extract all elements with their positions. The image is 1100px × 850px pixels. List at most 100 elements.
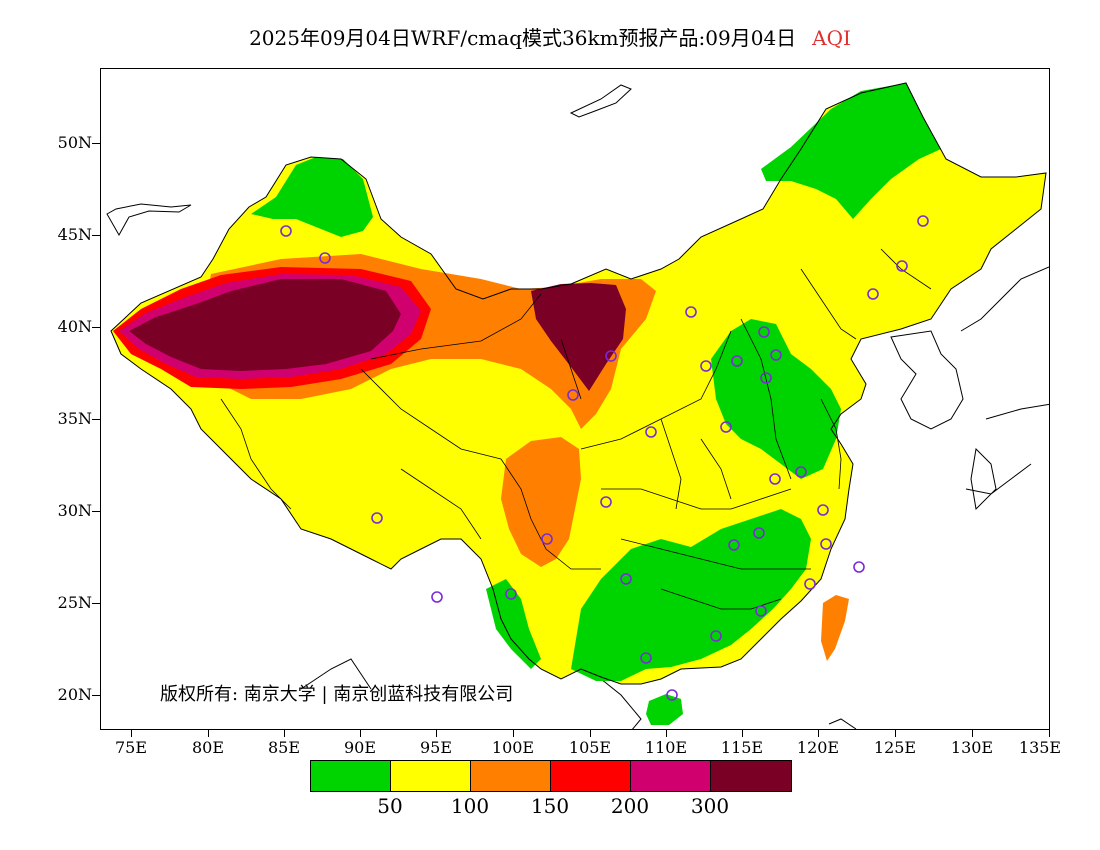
y-tick <box>92 143 100 144</box>
legend-label: 100 <box>450 794 490 818</box>
station-marker <box>620 573 632 585</box>
region-good-northeast <box>761 83 941 219</box>
x-tick-label: 75E <box>114 738 148 757</box>
x-tick-label: 85E <box>267 738 301 757</box>
station-marker <box>640 652 652 664</box>
japan-outline <box>965 403 1049 511</box>
station-marker <box>795 466 807 478</box>
station-marker <box>685 306 697 318</box>
station-marker <box>770 349 782 361</box>
station-marker <box>567 389 579 401</box>
y-tick-label: 35N <box>57 409 92 428</box>
station-marker <box>731 355 743 367</box>
legend-label: 150 <box>530 794 570 818</box>
x-tick-label: 80E <box>191 738 225 757</box>
station-marker <box>896 260 908 272</box>
legend-swatch-unhealthy-sensitive <box>471 761 551 791</box>
legend-swatch-moderate <box>391 761 471 791</box>
x-tick <box>590 730 591 737</box>
legend-label: 300 <box>690 794 730 818</box>
region-good-hainan <box>646 694 683 725</box>
coastline-layer <box>106 84 1049 729</box>
x-tick-label: 110E <box>644 738 688 757</box>
x-tick <box>895 730 896 737</box>
station-marker <box>431 591 443 603</box>
y-tick-label: 20N <box>57 685 92 704</box>
x-tick <box>131 730 132 737</box>
station-marker <box>666 689 678 701</box>
region-usg-sichuan <box>501 437 581 567</box>
x-tick-label: 120E <box>796 738 840 757</box>
x-tick <box>742 730 743 737</box>
station-marker <box>755 605 767 617</box>
title-text: 2025年09月04日WRF/cmaq模式36km预报产品:09月04日 <box>249 26 797 50</box>
x-tick <box>208 730 209 737</box>
northeast-coast-outline <box>960 266 1049 332</box>
legend-label: 50 <box>377 794 403 818</box>
legend-label: 200 <box>610 794 650 818</box>
station-marker <box>505 588 517 600</box>
x-tick <box>284 730 285 737</box>
map-title: 2025年09月04日WRF/cmaq模式36km预报产品:09月04日 AQI <box>0 22 1100 51</box>
y-tick-label: 30N <box>57 501 92 520</box>
korea-outline <box>890 330 964 430</box>
region-usg-taiwan <box>821 595 849 661</box>
x-tick <box>666 730 667 737</box>
x-tick-label: 100E <box>491 738 535 757</box>
y-tick <box>92 603 100 604</box>
x-tick-label: 130E <box>950 738 994 757</box>
x-tick <box>436 730 437 737</box>
station-marker <box>758 326 770 338</box>
russia-coast-outline <box>569 84 632 118</box>
china-border-outline <box>110 82 1047 685</box>
x-tick <box>818 730 819 737</box>
y-tick <box>92 419 100 420</box>
y-tick <box>92 511 100 512</box>
map-frame <box>100 68 1050 730</box>
station-marker <box>804 578 816 590</box>
region-hazardous-alxa <box>531 283 626 391</box>
aqi-field <box>111 83 1046 725</box>
legend-swatch-hazardous <box>711 761 791 791</box>
station-marker <box>769 473 781 485</box>
x-tick <box>513 730 514 737</box>
x-tick <box>360 730 361 737</box>
x-tick-label: 90E <box>343 738 377 757</box>
y-tick <box>92 235 100 236</box>
station-marker <box>710 630 722 642</box>
station-marker <box>753 527 765 539</box>
legend-swatch-very-unhealthy <box>631 761 711 791</box>
station-marker <box>541 533 553 545</box>
station-marker <box>600 496 612 508</box>
kazakh-lake-outline <box>106 203 192 237</box>
aqi-map <box>106 82 1049 729</box>
legend-swatch-unhealthy <box>551 761 631 791</box>
station-marker <box>817 504 829 516</box>
station-marker <box>853 561 865 573</box>
station-markers <box>280 215 929 701</box>
y-tick-label: 25N <box>57 593 92 612</box>
y-tick <box>92 327 100 328</box>
station-marker <box>728 539 740 551</box>
region-good-yunnan <box>486 579 541 669</box>
station-marker <box>720 421 732 433</box>
legend-swatch-good <box>311 761 391 791</box>
x-tick-label: 115E <box>720 738 764 757</box>
x-tick-label: 135E <box>1018 738 1062 757</box>
y-tick-label: 50N <box>57 133 92 152</box>
station-marker <box>371 512 383 524</box>
indochina-outline <box>300 658 857 729</box>
station-marker <box>820 538 832 550</box>
region-hazardous-tarim <box>129 279 401 371</box>
aqi-legend <box>310 760 792 792</box>
x-tick <box>972 730 973 737</box>
x-tick-label: 105E <box>568 738 612 757</box>
y-tick-label: 45N <box>57 225 92 244</box>
variable-label: AQI <box>812 26 851 50</box>
x-tick-label: 125E <box>873 738 917 757</box>
x-tick-label: 95E <box>419 738 453 757</box>
station-marker <box>645 426 657 438</box>
station-marker <box>280 225 292 237</box>
copyright-notice: 版权所有: 南京大学 | 南京创蓝科技有限公司 <box>160 684 514 705</box>
station-marker <box>700 360 712 372</box>
